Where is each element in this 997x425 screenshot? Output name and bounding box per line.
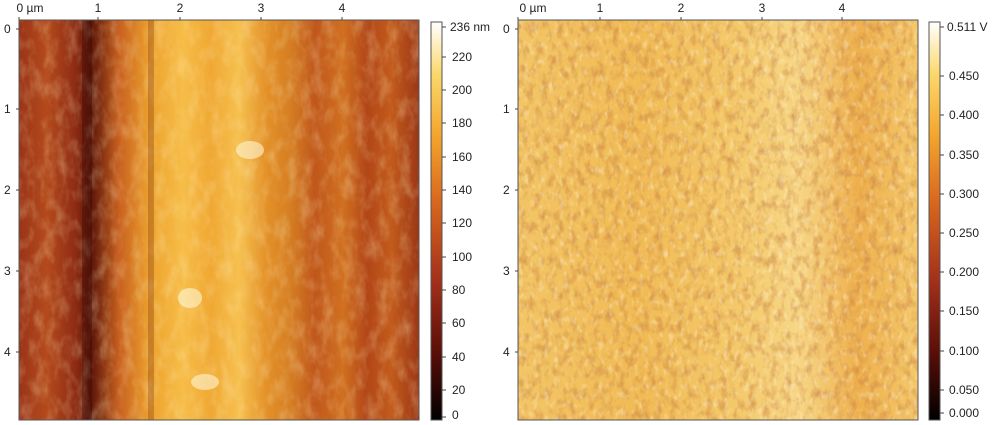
topography-texture	[19, 20, 419, 420]
colorbar-tick-label: 220	[452, 50, 473, 64]
voltage-light-texture	[518, 20, 918, 420]
y-tick-label: 0	[503, 22, 510, 36]
x-tick-label: 0 µm	[16, 1, 44, 15]
colorbar-tick-label: 0.100	[949, 344, 980, 358]
topography-bright-patch	[191, 374, 219, 390]
colorbar-tick-label: 20	[452, 383, 466, 397]
topography-panel: 0 µm 1 2 3 4 0 1 2 3 4 236 nm 220 200 18…	[0, 0, 498, 425]
colorbar-tick-label: 80	[452, 283, 466, 297]
topography-bright-patch	[236, 141, 264, 159]
colorbar-tick-label: 120	[452, 216, 473, 230]
y-tick-label: 3	[503, 264, 510, 278]
colorbar-tick-label: 0.150	[949, 304, 980, 318]
colorbar-tick-label: 0.300	[949, 187, 980, 201]
y-tick-label: 2	[503, 183, 510, 197]
voltage-frame	[517, 19, 919, 421]
topography-dark-streak	[82, 20, 92, 420]
colorbar-tick-label: 0.450	[949, 69, 980, 83]
colorbar-tick-label: 200	[452, 83, 473, 97]
x-tick-label: 1	[596, 1, 604, 15]
x-tick-label: 4	[338, 1, 346, 15]
y-tick-label: 4	[503, 345, 510, 359]
x-tick-label: 4	[838, 1, 846, 15]
y-tick-label: 1	[4, 102, 11, 116]
x-tick-label: 2	[176, 1, 184, 15]
y-tick-label: 0	[4, 22, 11, 36]
topography-frame	[18, 19, 420, 421]
x-tick-label: 3	[257, 1, 265, 15]
colorbar-tick-label: 160	[452, 150, 473, 164]
colorbar-max-label: 0.511 V	[947, 20, 988, 34]
colorbar-tick-label: 0.200	[949, 265, 980, 279]
colorbar-tick-label: 0.000	[949, 406, 980, 420]
y-tick-label: 2	[4, 183, 11, 197]
colorbar-tick-label: 0.250	[949, 226, 980, 240]
colorbar-tick-label: 60	[452, 316, 466, 330]
colorbar-max-label: 236 nm	[450, 20, 491, 34]
voltage-svg	[515, 17, 944, 421]
colorbar-tick-label: 0.400	[949, 108, 980, 122]
y-tick-label: 1	[503, 102, 510, 116]
topography-colorbar	[430, 21, 443, 421]
x-tick-label: 2	[677, 1, 685, 15]
voltage-colorbar	[928, 21, 941, 421]
colorbar-tick-label: 0.050	[949, 383, 980, 397]
topography-bright-patch	[178, 288, 202, 308]
colorbar-tick-label: 100	[452, 250, 473, 264]
colorbar-tick-label: 40	[452, 350, 466, 364]
colorbar-tick-label: 140	[452, 183, 473, 197]
colorbar-tick-label: 0.350	[949, 148, 980, 162]
y-tick-label: 3	[4, 264, 11, 278]
colorbar-tick-label: 180	[452, 116, 473, 130]
x-tick-label: 3	[758, 1, 766, 15]
x-tick-label: 0 µm	[519, 1, 547, 15]
colorbar-tick-label: 0	[452, 408, 459, 422]
y-tick-label: 4	[4, 345, 11, 359]
topography-dark-streak	[148, 20, 154, 420]
voltage-panel: 0 µm 1 2 3 4 0 1 2 3 4 0.511 V 0.450 0.4…	[499, 0, 997, 425]
topography-svg	[16, 17, 446, 421]
x-tick-label: 1	[94, 1, 102, 15]
